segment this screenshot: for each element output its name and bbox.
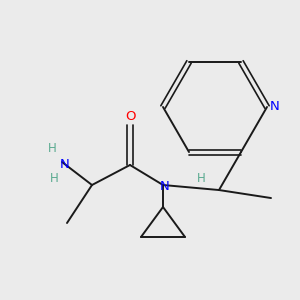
Text: O: O: [125, 110, 135, 124]
Text: H: H: [196, 172, 206, 184]
Text: N: N: [160, 181, 170, 194]
Text: N: N: [60, 158, 70, 172]
Text: H: H: [50, 172, 58, 184]
Text: H: H: [48, 142, 56, 155]
Text: N: N: [270, 100, 280, 113]
